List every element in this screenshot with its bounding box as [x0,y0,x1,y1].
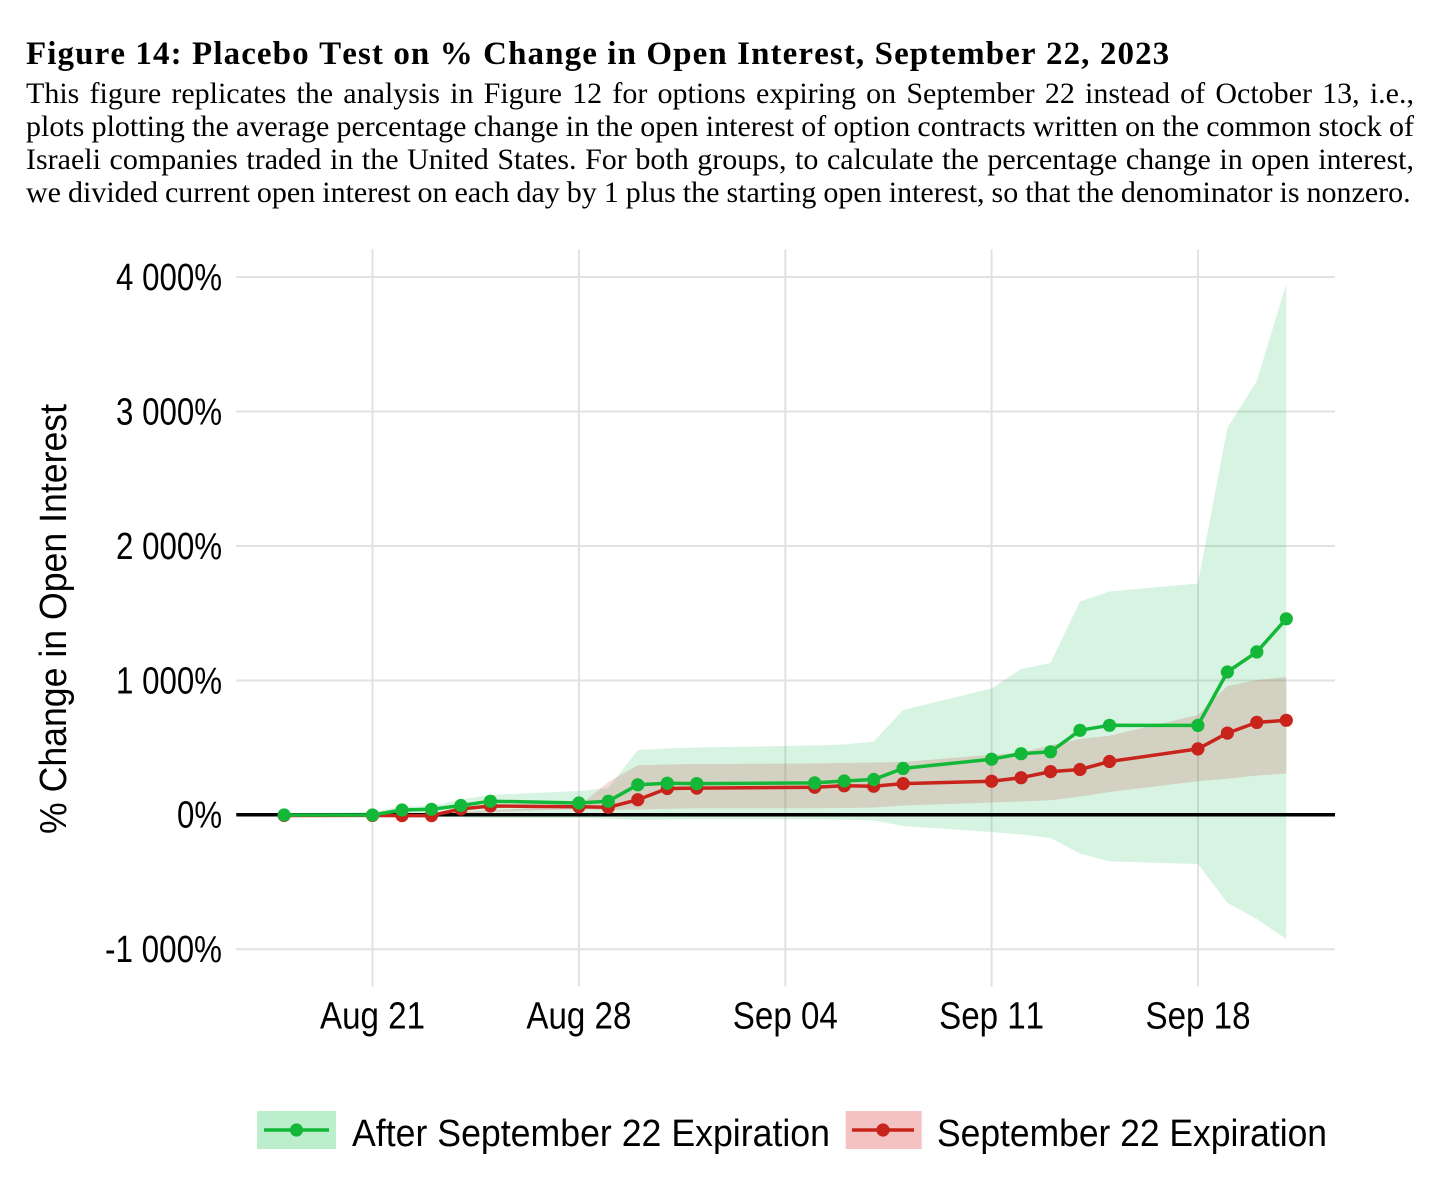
svg-text:-1 000%: -1 000% [105,929,222,971]
svg-text:% Change in Open Interest: % Change in Open Interest [33,404,75,834]
svg-text:1 000%: 1 000% [116,661,222,703]
svg-text:Aug 21: Aug 21 [320,996,425,1038]
svg-text:4 000%: 4 000% [116,257,222,299]
svg-text:Aug 28: Aug 28 [526,996,631,1038]
svg-text:Sep 11: Sep 11 [939,996,1044,1038]
svg-text:Sep 18: Sep 18 [1146,996,1251,1038]
svg-text:3 000%: 3 000% [116,392,222,434]
svg-text:After September 22 Expiration: After September 22 Expiration [352,1113,830,1155]
svg-text:2 000%: 2 000% [116,526,222,568]
svg-text:Sep 04: Sep 04 [733,996,838,1038]
svg-text:0%: 0% [177,795,222,837]
svg-text:September 22 Expiration: September 22 Expiration [937,1113,1327,1155]
